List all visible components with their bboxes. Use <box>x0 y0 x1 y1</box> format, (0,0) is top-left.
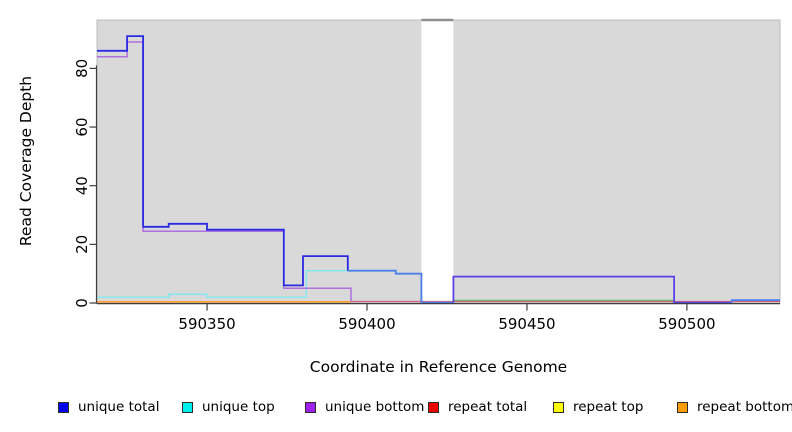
x-tick-label: 590500 <box>658 315 715 333</box>
legend-item-repeat-bottom: repeat bottom <box>677 398 792 416</box>
legend-swatch-repeat-total <box>428 401 439 413</box>
legend-swatch-unique-bottom <box>305 401 316 413</box>
legend-label: repeat bottom <box>697 399 792 415</box>
legend-swatch-unique-total <box>58 401 69 413</box>
y-tick-label: 60 <box>73 117 91 136</box>
y-tick-label: 0 <box>73 298 91 308</box>
legend-label: unique top <box>202 399 275 415</box>
legend-item-unique-bottom: unique bottom <box>305 398 424 416</box>
legend: unique total unique top unique bottom repea… <box>0 398 792 420</box>
series-line-unique-total-seg3 <box>452 275 732 304</box>
legend-swatch-repeat-top <box>553 401 564 413</box>
series-line-unique-total-seg4 <box>730 299 780 303</box>
legend-item-repeat-top: repeat top <box>553 398 643 416</box>
series-line-unique-top <box>97 270 348 298</box>
series-line-unique-total-seg1 <box>97 35 349 287</box>
y-tick-label: 80 <box>73 59 91 78</box>
legend-item-unique-total: unique total <box>58 398 159 416</box>
gap-band <box>421 20 454 303</box>
y-tick-label: 20 <box>73 235 91 254</box>
x-tick-label: 590400 <box>338 315 395 333</box>
x-tick-label: 590350 <box>178 315 235 333</box>
plot-area: 0 20 40 60 80 590350 590400 590450 590500 <box>73 18 781 333</box>
legend-label: repeat total <box>448 399 528 415</box>
legend-label: unique total <box>78 399 160 415</box>
series-line-unique-total-seg2 <box>347 269 454 304</box>
y-axis-title: Read Coverage Depth <box>17 75 35 247</box>
legend-label: unique bottom <box>325 399 425 415</box>
legend-label: repeat top <box>573 399 644 415</box>
y-tick-label: 40 <box>73 176 91 195</box>
legend-swatch-repeat-bottom <box>677 401 688 413</box>
x-tick-label: 590450 <box>498 315 555 333</box>
legend-item-unique-top: unique top <box>182 398 275 416</box>
legend-swatch-unique-top <box>182 401 193 413</box>
series-line-unique-bottom <box>97 41 352 302</box>
legend-item-repeat-total: repeat total <box>428 398 527 416</box>
x-axis-title: Coordinate in Reference Genome <box>309 358 568 376</box>
